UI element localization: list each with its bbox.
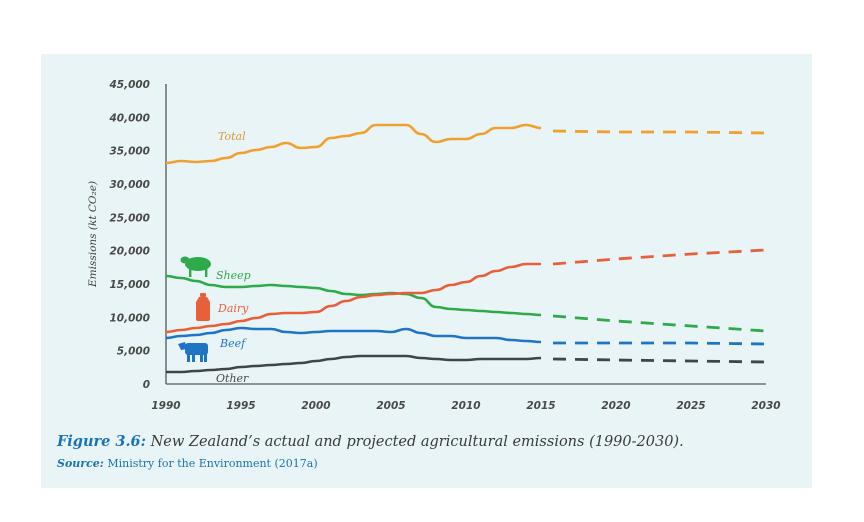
milk-bottle-icon <box>196 293 210 321</box>
series-line-sheep-projected <box>552 314 767 333</box>
y-tick-labels: 0 5,000 10,000 15,000 20,000 25,000 30,000 35,0… <box>108 79 150 391</box>
series-lines <box>165 123 767 374</box>
y-axis-label: Emissions (kt CO₂e) <box>87 181 99 288</box>
y-tick-label: 25,000 <box>109 212 150 224</box>
y-tick-label: 20,000 <box>109 246 150 258</box>
series-label-beef: Beef <box>219 337 247 350</box>
x-tick-label: 2010 <box>451 400 480 412</box>
x-tick-label: 2005 <box>376 400 405 412</box>
y-tick-label: 0 <box>143 379 150 391</box>
series-label-dairy: Dairy <box>217 302 249 315</box>
y-tick-label: 15,000 <box>109 279 150 291</box>
sheep-icon <box>180 256 211 277</box>
x-tick-label: 1995 <box>226 400 255 412</box>
y-tick-label: 40,000 <box>108 112 150 124</box>
series-line-total-projected <box>552 129 767 135</box>
series-line-other-actual <box>166 354 542 374</box>
x-tick-label: 2025 <box>676 400 705 412</box>
series-line-sheep-actual <box>165 274 542 317</box>
y-tick-label: 10,000 <box>109 312 150 324</box>
cow-icon <box>178 342 208 362</box>
series-line-beef-projected <box>553 341 767 346</box>
source-text: Ministry for the Environment (2017a) <box>103 457 318 470</box>
figure-panel <box>41 54 812 488</box>
series-line-total-actual <box>165 123 542 165</box>
figure-title: New Zealand’s actual and projected agric… <box>145 434 684 450</box>
x-tick-label: 2000 <box>301 400 330 412</box>
y-tick-label: 5,000 <box>117 346 150 358</box>
figure-source: Source: Ministry for the Environment (20… <box>57 457 318 470</box>
series-line-dairy-actual <box>165 262 541 334</box>
series-label-other: Other <box>216 372 249 385</box>
x-tick-label: 2020 <box>601 400 630 412</box>
x-tick-label: 2030 <box>751 400 780 412</box>
x-tick-labels: 1990 1995 2000 2005 2010 2015 2020 2025 2030 <box>151 400 780 412</box>
x-tick-label: 2015 <box>526 400 555 412</box>
series-label-sheep: Sheep <box>216 269 251 282</box>
series-line-other-projected <box>552 357 767 364</box>
figure-caption: Figure 3.6: New Zealand’s actual and pro… <box>57 433 684 450</box>
y-tick-label: 45,000 <box>108 79 150 91</box>
series-line-beef-actual <box>165 326 542 344</box>
x-tick-label: 1990 <box>151 400 180 412</box>
y-tick-label: 35,000 <box>109 146 150 158</box>
series-label-total: Total <box>218 130 246 143</box>
source-label: Source: <box>57 457 104 470</box>
y-tick-label: 30,000 <box>109 179 150 191</box>
series-line-dairy-projected <box>552 248 767 266</box>
figure-number: Figure 3.6: <box>57 433 146 450</box>
